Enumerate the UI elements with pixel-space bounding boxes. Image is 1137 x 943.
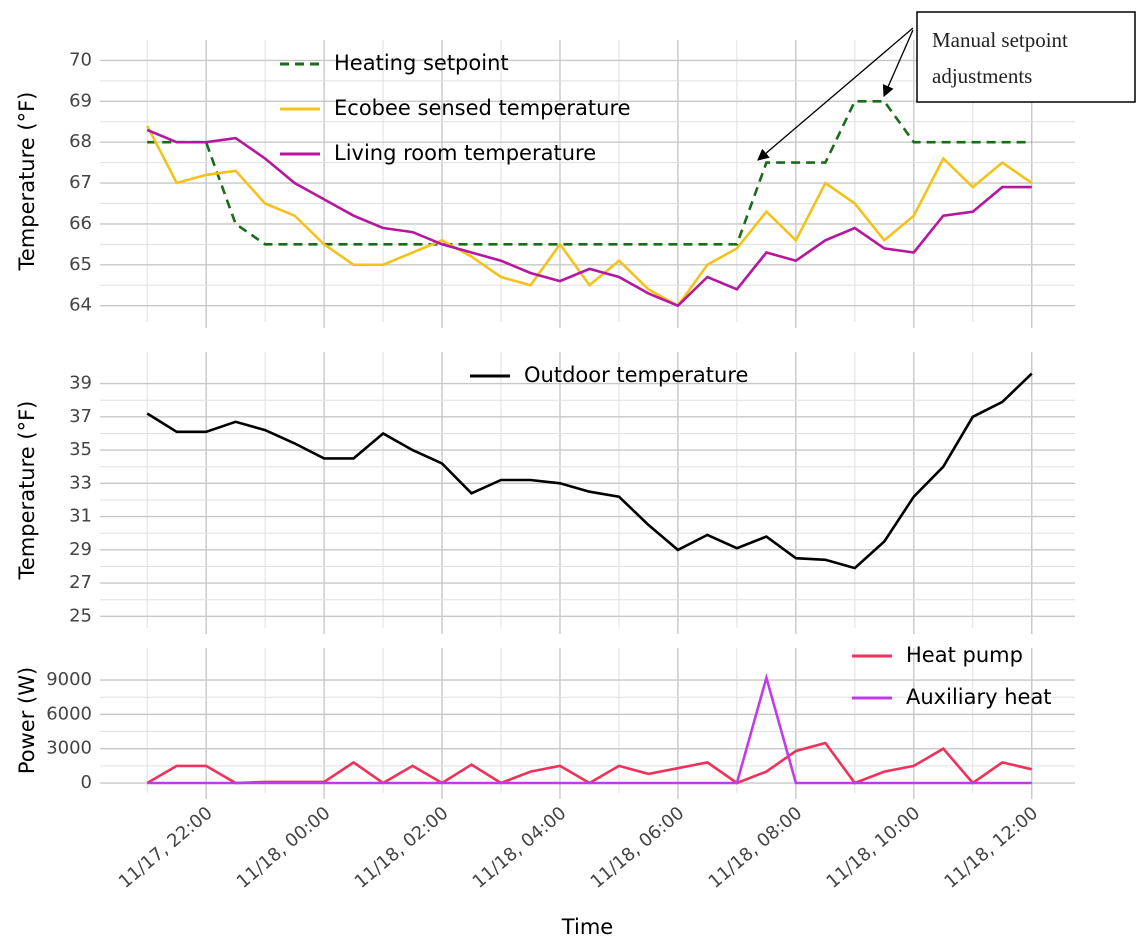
y-axis-title: Temperature (°F) [15,401,39,581]
annotation-text: adjustments [932,64,1032,88]
legend-label: Outdoor temperature [524,363,748,387]
x-tick-label: 11/18, 02:00 [351,803,453,893]
x-tick-label: 11/18, 00:00 [233,803,335,893]
x-tick-label: 11/17, 22:00 [115,803,217,893]
y-axis-title: Power (W) [15,667,39,774]
y-tick-label: 27 [69,572,92,593]
y-tick-label: 9000 [46,669,92,690]
y-tick-label: 35 [69,439,92,460]
y-tick-label: 33 [69,472,92,493]
annotation-arrow [882,29,914,98]
y-tick-label: 39 [69,373,92,394]
y-tick-label: 65 [69,254,92,275]
y-tick-label: 29 [69,539,92,560]
y-tick-label: 37 [69,406,92,427]
y-tick-label: 6000 [46,703,92,724]
x-tick-label: 11/18, 08:00 [705,803,807,893]
y-tick-label: 25 [69,605,92,626]
annotation-box [916,11,1136,103]
series-line [146,372,1033,570]
y-tick-label: 68 [69,131,92,152]
y-tick-label: 67 [69,172,92,193]
series-line [147,672,1032,785]
y-tick-label: 70 [69,49,92,70]
annotation-arrow [757,27,914,161]
legend-label: Living room temperature [334,141,596,165]
x-tick-label: 11/18, 12:00 [940,803,1042,893]
annotation-text: Manual setpoint [932,28,1068,52]
x-axis-title: Time [561,915,613,939]
series-line [146,125,1033,308]
legend-label: Auxiliary heat [906,685,1052,709]
x-tick-label: 11/18, 06:00 [587,803,689,893]
y-tick-label: 66 [69,213,92,234]
x-tick-label: 11/18, 10:00 [822,803,924,893]
y-tick-label: 0 [81,772,92,793]
y-tick-label: 3000 [46,738,92,759]
legend-label: Heating setpoint [334,51,509,75]
x-tick-label: 11/18, 04:00 [469,803,571,893]
legend-label: Heat pump [906,643,1023,667]
y-axis-title: Temperature (°F) [15,92,39,272]
series-line [146,128,1032,308]
y-tick-label: 64 [69,295,92,316]
series-line [147,100,1032,246]
y-tick-label: 31 [69,506,92,527]
y-tick-label: 69 [69,90,92,111]
legend-label: Ecobee sensed temperature [334,96,631,120]
